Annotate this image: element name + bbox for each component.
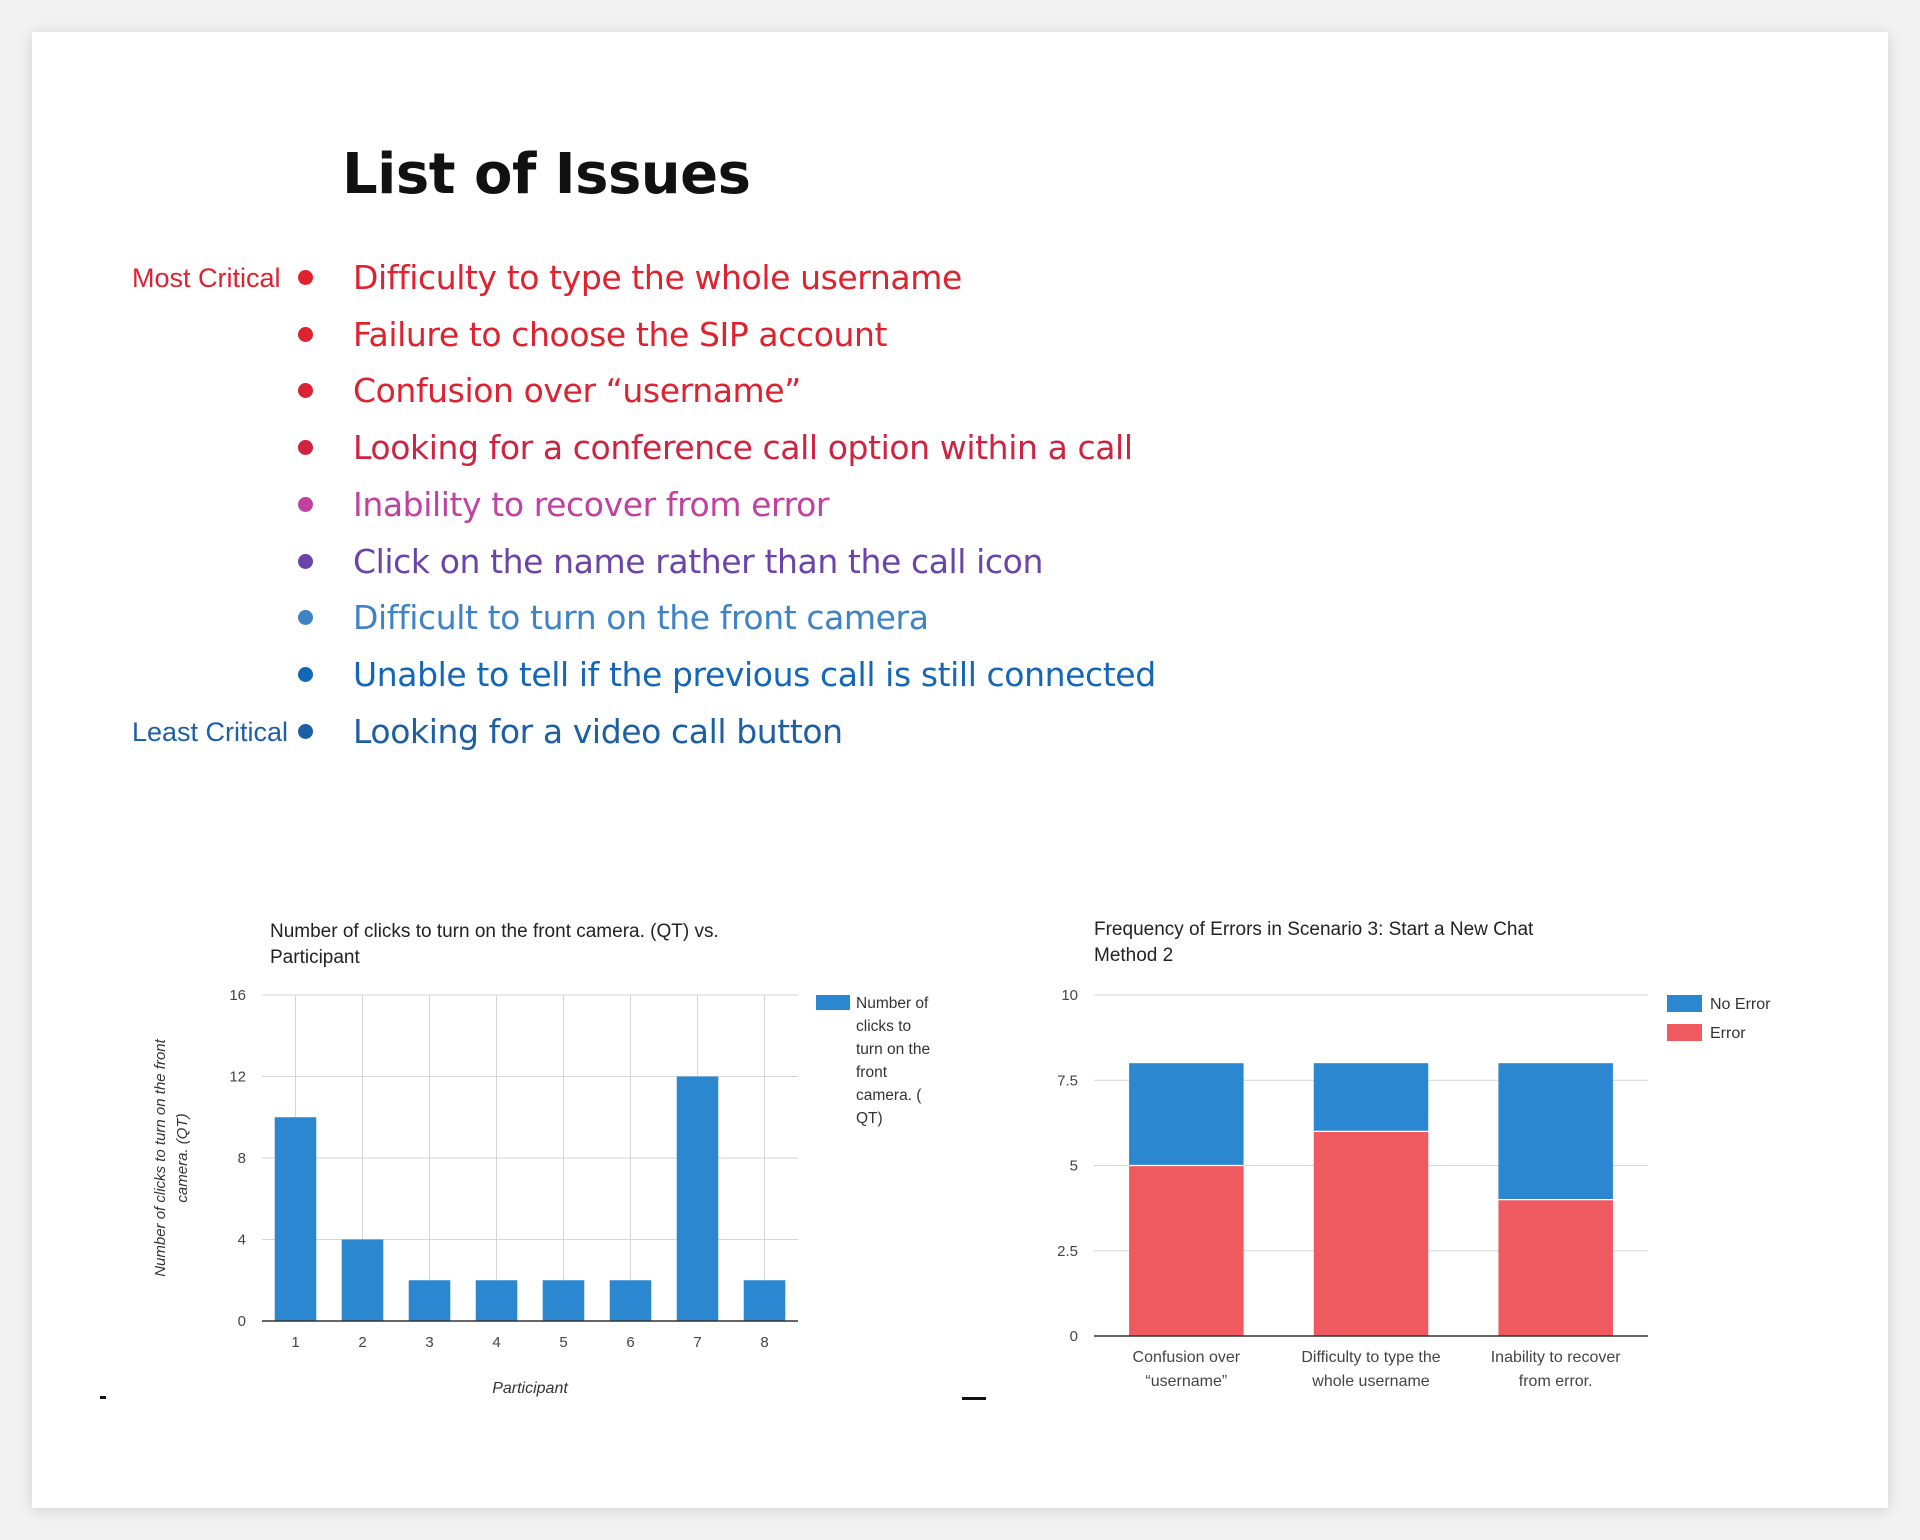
issue-item: Unable to tell if the previous call is s… [0, 647, 1300, 703]
issue-item: Click on the name rather than the call i… [0, 534, 1300, 590]
issue-item: Difficult to turn on the front camera [0, 590, 1300, 646]
page-title: List of Issues [342, 142, 751, 207]
bar-segment [1129, 1165, 1244, 1336]
legend-label: front [856, 1064, 888, 1081]
bar [475, 1280, 518, 1321]
legend-swatch [1667, 1024, 1702, 1041]
stray-dash [100, 1396, 106, 1399]
legend-label: QT) [856, 1110, 883, 1127]
issue-item: Inability to recover from error [0, 477, 1300, 533]
legend-swatch [816, 995, 850, 1010]
bar [676, 1076, 719, 1321]
y-tick-label: 8 [238, 1150, 246, 1167]
x-axis-label: Participant [492, 1380, 568, 1397]
bar [609, 1280, 652, 1321]
bar-segment [1129, 1063, 1244, 1166]
issue-text: Confusion over “username” [353, 371, 801, 410]
criticality-label: Least Critical [132, 717, 289, 747]
bar-segment [1313, 1131, 1429, 1336]
y-tick-label: 0 [1070, 1328, 1078, 1345]
bar [542, 1280, 585, 1321]
bar [274, 1117, 317, 1321]
issue-text: Looking for a video call button [353, 712, 843, 751]
x-tick-label: 8 [760, 1334, 768, 1351]
y-tick-label: 2.5 [1057, 1243, 1078, 1260]
legend-label: Number of [856, 995, 929, 1012]
y-tick-label: 16 [229, 987, 246, 1004]
legend-label: clicks to [856, 1018, 911, 1035]
issue-item: Failure to choose the SIP account [0, 307, 1300, 363]
legend-label: turn on the [856, 1041, 930, 1058]
clicks-chart: Number of clicks to turn on the front ca… [140, 915, 960, 1405]
y-axis-label-line: Number of clicks to turn on the front [152, 1038, 169, 1276]
legend-swatch [1667, 995, 1702, 1012]
x-tick-label: “username” [1145, 1373, 1227, 1390]
y-axis-label: Number of clicks to turn on the front cam… [152, 1038, 191, 1276]
x-tick-label: Confusion over [1133, 1349, 1241, 1366]
issue-item: Least Critical Looking for a video call b… [0, 704, 1300, 760]
bar [341, 1239, 384, 1321]
x-tick-label: Inability to recover [1491, 1349, 1622, 1366]
y-tick-label: 10 [1061, 987, 1078, 1004]
issue-text: Difficult to turn on the front camera [353, 598, 929, 637]
x-tick-label: 7 [693, 1334, 701, 1351]
issue-item: Most Critical Difficulty to type the whol… [0, 250, 1300, 306]
legend-label: No Error [1710, 996, 1771, 1013]
y-tick-label: 12 [229, 1069, 246, 1086]
issue-text: Difficulty to type the whole username [353, 258, 962, 297]
issue-text: Click on the name rather than the call i… [353, 542, 1043, 581]
bar-segment [1313, 1063, 1429, 1132]
y-axis-label-line: camera. (QT) [174, 1113, 191, 1202]
x-tick-label: 3 [425, 1334, 433, 1351]
x-tick-label: Difficulty to type the [1301, 1349, 1440, 1366]
issue-text: Unable to tell if the previous call is s… [353, 655, 1156, 694]
chart-title-line: Number of clicks to turn on the front ca… [270, 921, 719, 942]
bar [408, 1280, 451, 1321]
bullet-dot [298, 554, 313, 569]
x-tick-label: 5 [559, 1334, 567, 1351]
criticality-label: Most Critical [132, 263, 281, 293]
chart-title: Frequency of Errors in Scenario 3: Start… [1094, 917, 1533, 969]
bullet-dot [298, 270, 313, 285]
issue-text: Inability to recover from error [353, 485, 830, 524]
x-tick-label: whole username [1311, 1373, 1430, 1390]
legend-label: Error [1710, 1025, 1746, 1042]
chart-title-line: Participant [270, 947, 360, 968]
errors-chart: Frequency of Errors in Scenario 3: Start… [1040, 915, 1830, 1405]
y-tick-label: 5 [1070, 1158, 1078, 1175]
errors-chart-svg: 0 2.5 5 7.5 10 Confusion over “username” Diffic… [1057, 987, 1771, 1390]
bar [743, 1280, 786, 1321]
x-tick-label: 6 [626, 1334, 634, 1351]
bullet-dot [298, 610, 313, 625]
issue-text: Failure to choose the SIP account [353, 315, 888, 354]
legend-label: camera. ( [856, 1087, 922, 1104]
bullet-dot [298, 497, 313, 512]
issue-item: Confusion over “username” [0, 363, 1300, 419]
x-tick-label: from error. [1519, 1373, 1593, 1390]
bullet-dot [298, 724, 313, 739]
y-tick-label: 0 [238, 1313, 246, 1330]
bullet-dot [298, 440, 313, 455]
issue-item: Looking for a conference call option wit… [0, 420, 1300, 476]
x-tick-label: 2 [358, 1334, 366, 1351]
bullet-dot [298, 327, 313, 342]
bar-segment [1498, 1063, 1613, 1200]
y-tick-label: 4 [238, 1232, 246, 1249]
x-tick-label: 4 [492, 1334, 500, 1351]
chart-title: Number of clicks to turn on the front ca… [270, 919, 719, 971]
bullet-dot [298, 383, 313, 398]
chart-title-line: Method 2 [1094, 945, 1174, 966]
stray-dash [962, 1397, 986, 1400]
x-tick-label: 1 [291, 1334, 299, 1351]
issue-text: Looking for a conference call option wit… [353, 428, 1133, 467]
y-tick-label: 7.5 [1057, 1072, 1078, 1089]
chart-title-line: Frequency of Errors in Scenario 3: Start… [1094, 919, 1534, 940]
bullet-dot [298, 667, 313, 682]
bar-segment [1498, 1199, 1613, 1336]
